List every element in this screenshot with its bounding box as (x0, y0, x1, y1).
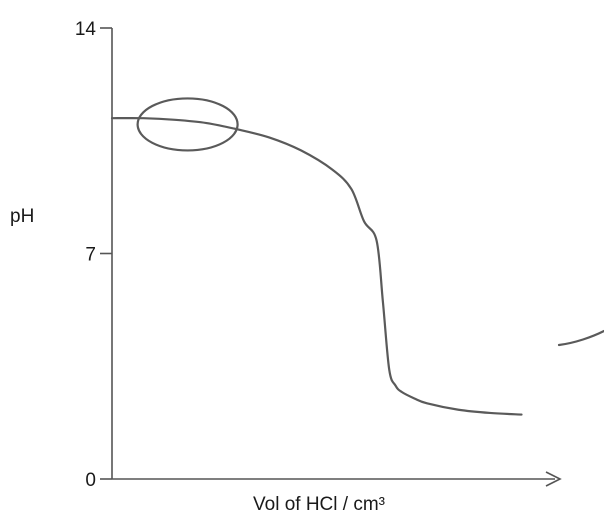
y-axis-label: pH (10, 206, 34, 227)
y-tick-label: 7 (85, 245, 96, 266)
annotation-ellipse (136, 97, 239, 152)
edge-curve-fragment (557, 329, 604, 347)
y-ticks: 0 7 14 (75, 19, 112, 491)
y-tick-label: 14 (75, 19, 97, 40)
ph-curve-line (110, 116, 523, 416)
x-axis-label: Vol of HCl / cm³ (253, 494, 385, 515)
x-axis-arrowhead (545, 471, 562, 487)
y-tick-label: 0 (85, 470, 96, 491)
